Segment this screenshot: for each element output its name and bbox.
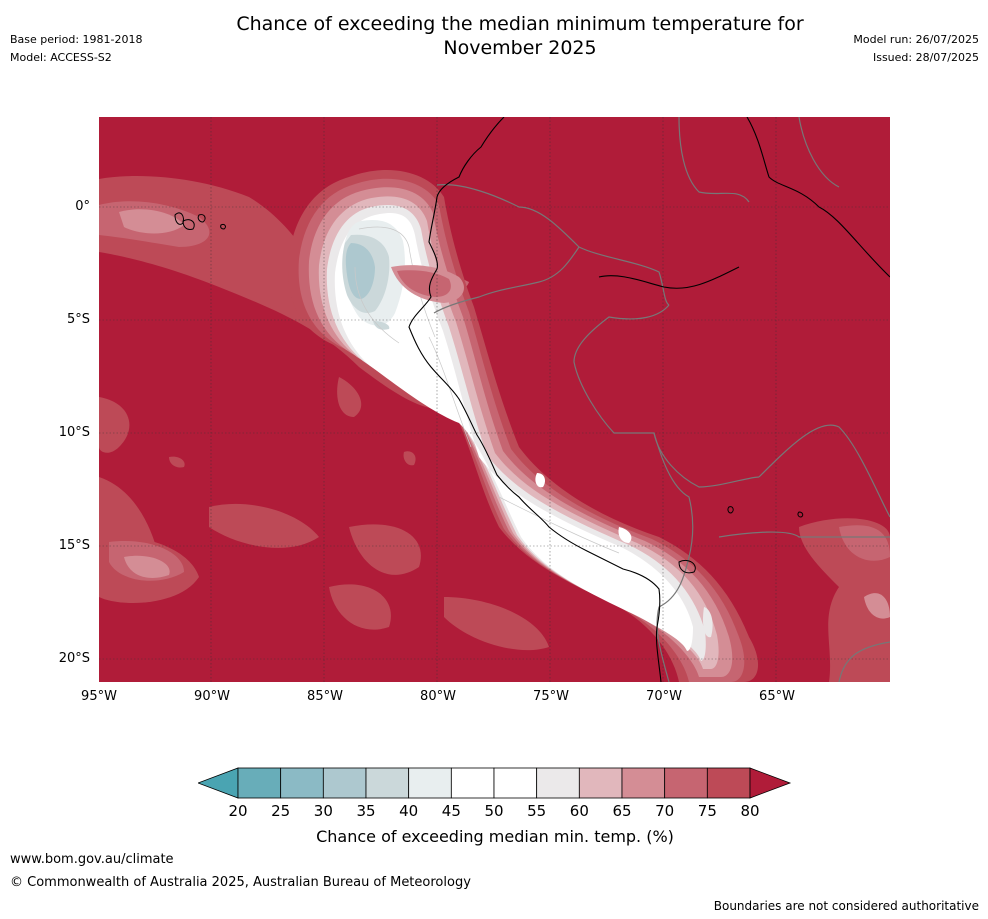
coastal-warm-patch <box>391 265 464 303</box>
lon-label-90w: 90°W <box>194 689 230 704</box>
probability-65-patches <box>119 209 890 619</box>
colorbar-tick-label: 55 <box>527 802 547 820</box>
colorbar-cell <box>322 767 367 799</box>
lat-label-0: 0° <box>75 199 90 214</box>
lon-label-65w: 65°W <box>759 689 795 704</box>
colorbar-cell <box>237 767 282 799</box>
model-run: Model run: 26/07/2025 <box>853 33 979 46</box>
base-period: Base period: 1981-2018 <box>10 33 143 46</box>
plume-contour-lines <box>354 226 620 554</box>
lon-label-70w: 70°W <box>646 689 682 704</box>
colorbar-tick-label: 25 <box>271 802 291 820</box>
coastline <box>408 117 890 682</box>
issued-date: Issued: 28/07/2025 <box>872 51 979 64</box>
colorbar-cell <box>450 767 495 799</box>
colorbar-cell <box>706 767 751 799</box>
model-name: Model: ACCESS-S2 <box>10 51 112 64</box>
map-svg <box>99 117 890 682</box>
colorbar-tick-label: 75 <box>697 802 717 820</box>
colorbar-cell <box>365 767 410 799</box>
footer-url[interactable]: www.bom.gov.au/climate <box>10 852 174 867</box>
colorbar-over-arrow <box>749 767 792 799</box>
colorbar-tick-label: 20 <box>228 802 248 820</box>
colorbar-tick-label: 30 <box>313 802 333 820</box>
colorbar-tick-label: 35 <box>356 802 376 820</box>
colorbar-tick-label: 80 <box>740 802 760 820</box>
map-panel <box>99 117 890 682</box>
colorbar-tick-label: 45 <box>441 802 461 820</box>
lon-label-95w: 95°W <box>81 689 117 704</box>
colorbar-tick-label: 65 <box>612 802 632 820</box>
colorbar-tick-label: 40 <box>399 802 419 820</box>
lon-label-75w: 75°W <box>533 689 569 704</box>
colorbar-cell <box>578 767 623 799</box>
colorbar-cell <box>280 767 324 799</box>
colorbar-cell <box>493 767 538 799</box>
colorbar-label: Chance of exceeding median min. temp. (%… <box>316 827 674 846</box>
lat-label-15s: 15°S <box>58 538 90 553</box>
islands <box>174 212 804 574</box>
footer-disclaimer: Boundaries are not considered authoritat… <box>713 899 979 913</box>
colorbar-tick-label: 60 <box>569 802 589 820</box>
footer-copyright: © Commonwealth of Australia 2025, Austra… <box>10 875 471 890</box>
colorbar-tick-label: 70 <box>655 802 675 820</box>
colorbar-cell <box>408 767 452 799</box>
lon-label-85w: 85°W <box>307 689 343 704</box>
colorbar-under-arrow <box>198 767 239 799</box>
title-line-1: Chance of exceeding the median minimum t… <box>236 13 804 35</box>
meta-right: Model run: 26/07/2025 Issued: 28/07/2025 <box>853 31 979 67</box>
lat-label-5s: 5°S <box>66 312 90 327</box>
colorbar-cell <box>664 767 708 799</box>
colorbar <box>198 767 792 799</box>
colorbar-tick-label: 50 <box>484 802 504 820</box>
meta-left: Base period: 1981-2018 Model: ACCESS-S2 <box>10 31 142 67</box>
coastal-plume <box>288 170 759 682</box>
title-line-2: November 2025 <box>443 37 597 59</box>
colorbar-cell <box>621 767 666 799</box>
lon-label-80w: 80°W <box>420 689 456 704</box>
map-title: Chance of exceeding the median minimum t… <box>160 12 880 60</box>
map-gridlines <box>99 117 890 682</box>
lat-label-20s: 20°S <box>58 651 90 666</box>
colorbar-cells <box>237 767 751 799</box>
lat-label-10s: 10°S <box>58 425 90 440</box>
colorbar-cell <box>536 767 580 799</box>
